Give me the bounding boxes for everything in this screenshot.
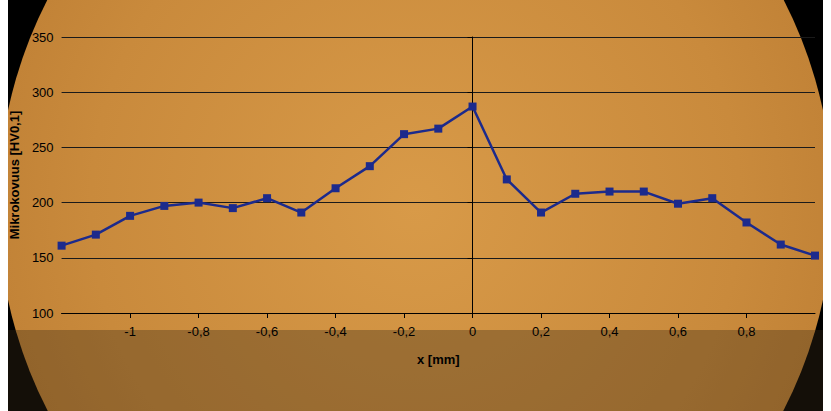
svg-text:-0,4: -0,4 — [324, 324, 346, 339]
svg-text:100: 100 — [32, 306, 54, 321]
svg-text:300: 300 — [32, 85, 54, 100]
svg-text:0,4: 0,4 — [600, 324, 618, 339]
svg-text:x [mm]: x [mm] — [417, 352, 460, 367]
svg-text:0: 0 — [469, 324, 476, 339]
svg-text:-0,6: -0,6 — [256, 324, 278, 339]
svg-text:0,8: 0,8 — [737, 324, 755, 339]
svg-text:-1: -1 — [124, 324, 136, 339]
svg-text:150: 150 — [32, 250, 54, 265]
svg-text:-0,8: -0,8 — [187, 324, 209, 339]
svg-text:250: 250 — [32, 140, 54, 155]
svg-text:0,2: 0,2 — [532, 324, 550, 339]
svg-text:-0,2: -0,2 — [393, 324, 415, 339]
svg-text:0,6: 0,6 — [669, 324, 687, 339]
svg-text:200: 200 — [32, 195, 54, 210]
svg-text:Mikrokovuus [HV0,1]: Mikrokovuus [HV0,1] — [7, 111, 22, 240]
svg-text:350: 350 — [32, 30, 54, 45]
